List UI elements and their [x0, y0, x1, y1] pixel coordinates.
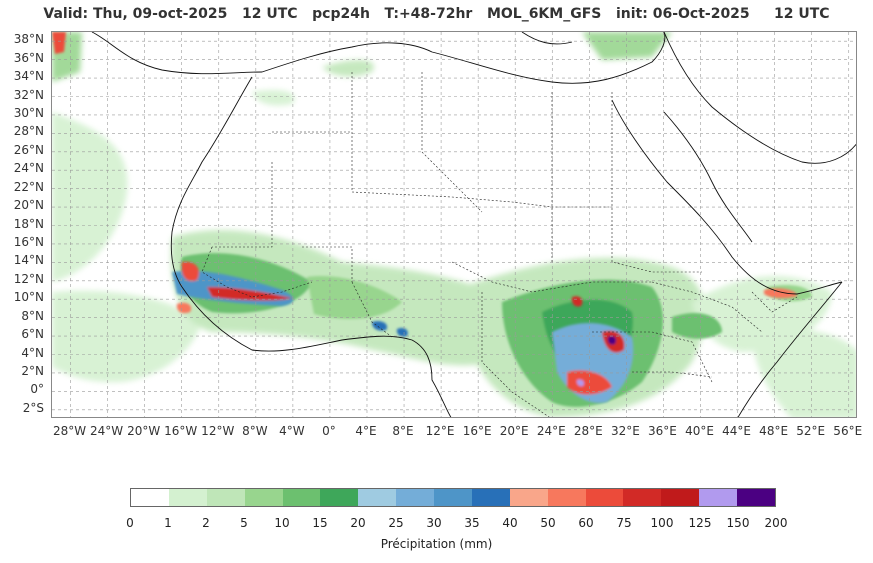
colorbar-tick: 25	[388, 516, 404, 530]
precip-light-areas	[52, 32, 856, 417]
precip-heavy-cores	[52, 32, 797, 403]
colorbar-label: Précipitation (mm)	[380, 537, 493, 551]
lon-label: 12°W	[201, 424, 235, 438]
lat-label: 20°N	[13, 198, 44, 213]
colorbar-cell	[396, 489, 434, 506]
colorbar-cell	[434, 489, 472, 506]
colorbar-tick: 10	[274, 516, 290, 530]
colorbar-cell	[737, 489, 775, 506]
colorbar-cell	[131, 489, 169, 506]
lon-label: 44°E	[722, 424, 751, 438]
lon-label: 20°W	[127, 424, 161, 438]
lat-label: 38°N	[13, 32, 44, 47]
colorbar-cell	[661, 489, 700, 506]
colorbar-tick: 125	[688, 516, 712, 530]
lon-label: 52°E	[796, 424, 826, 438]
colorbar-tick: 15	[312, 516, 328, 530]
colorbar	[130, 488, 776, 507]
lat-label: 8°N	[21, 308, 44, 323]
lat-label: 4°N	[21, 345, 44, 360]
colorbar-tick: 40	[502, 516, 518, 530]
colorbar-tick: 30	[426, 516, 442, 530]
colorbar-tick: 75	[616, 516, 632, 530]
colorbar-cell	[282, 489, 321, 506]
lat-label: 36°N	[13, 50, 44, 65]
lon-label: 16°W	[164, 424, 198, 438]
lat-label: 32°N	[13, 87, 44, 102]
lat-label: 10°N	[13, 290, 44, 305]
lat-label: 28°N	[13, 124, 44, 139]
colorbar-cell	[699, 489, 737, 506]
coastlines	[91, 32, 856, 417]
colorbar-tick: 200	[764, 516, 788, 530]
lon-label: 8°W	[242, 424, 268, 438]
lon-label: 16°E	[462, 424, 492, 438]
colorbar-tick: 150	[726, 516, 750, 530]
precipitation-map	[51, 31, 857, 418]
colorbar-cell	[168, 489, 207, 506]
lat-label: 34°N	[13, 69, 44, 84]
lon-label: 12°E	[425, 424, 455, 438]
colorbar-tick: 100	[650, 516, 674, 530]
graticule	[52, 32, 856, 417]
lat-label: 30°N	[13, 105, 44, 120]
colorbar-cell	[358, 489, 397, 506]
country-borders	[201, 72, 798, 417]
lon-label: 48°E	[759, 424, 789, 438]
colorbar-tick: 50	[540, 516, 556, 530]
lat-label: 22°N	[13, 179, 44, 194]
lat-label: 6°N	[21, 327, 44, 342]
colorbar-tick: 2	[202, 516, 210, 530]
lon-label: 4°W	[279, 424, 305, 438]
lat-label: 0°	[30, 382, 44, 397]
lon-label: 32°E	[610, 424, 640, 438]
colorbar-cell	[471, 489, 510, 506]
colorbar-cell	[623, 489, 662, 506]
lon-label: 56°E	[833, 424, 863, 438]
lat-label: 26°N	[13, 142, 44, 157]
colorbar-tick: 60	[578, 516, 594, 530]
lat-label: 2°N	[21, 363, 44, 378]
lon-label: 24°W	[90, 424, 124, 438]
colorbar-tick: 20	[350, 516, 366, 530]
lon-label: 24°E	[536, 424, 566, 438]
colorbar-cell	[206, 489, 245, 506]
lat-label: 14°N	[13, 253, 44, 268]
colorbar-tick: 0	[126, 516, 134, 530]
lon-label: 28°W	[52, 424, 87, 438]
lat-label: 18°N	[13, 216, 44, 231]
lat-label: 24°N	[13, 161, 44, 176]
colorbar-cell	[509, 489, 548, 506]
lon-label: 0°	[322, 424, 336, 438]
lon-label: 4°E	[355, 424, 377, 438]
colorbar-cell	[547, 489, 586, 506]
lon-label: 20°E	[499, 424, 529, 438]
lon-label: 40°E	[685, 424, 714, 438]
lat-label: 16°N	[13, 234, 44, 249]
colorbar-tick: 35	[464, 516, 480, 530]
colorbar-cell	[320, 489, 359, 506]
lat-label: 2°S	[22, 400, 44, 415]
lat-label: 12°N	[13, 271, 44, 286]
lon-label: 36°E	[648, 424, 677, 438]
colorbar-tick: 5	[240, 516, 248, 530]
map-canvas	[52, 32, 856, 417]
colorbar-cell	[585, 489, 624, 506]
map-title: Valid: Thu, 09-oct-2025 12 UTC pcp24h T:…	[43, 6, 830, 22]
lon-label: 28°E	[573, 424, 603, 438]
lon-label: 8°E	[392, 424, 414, 438]
colorbar-tick: 1	[164, 516, 172, 530]
colorbar-cell	[244, 489, 283, 506]
